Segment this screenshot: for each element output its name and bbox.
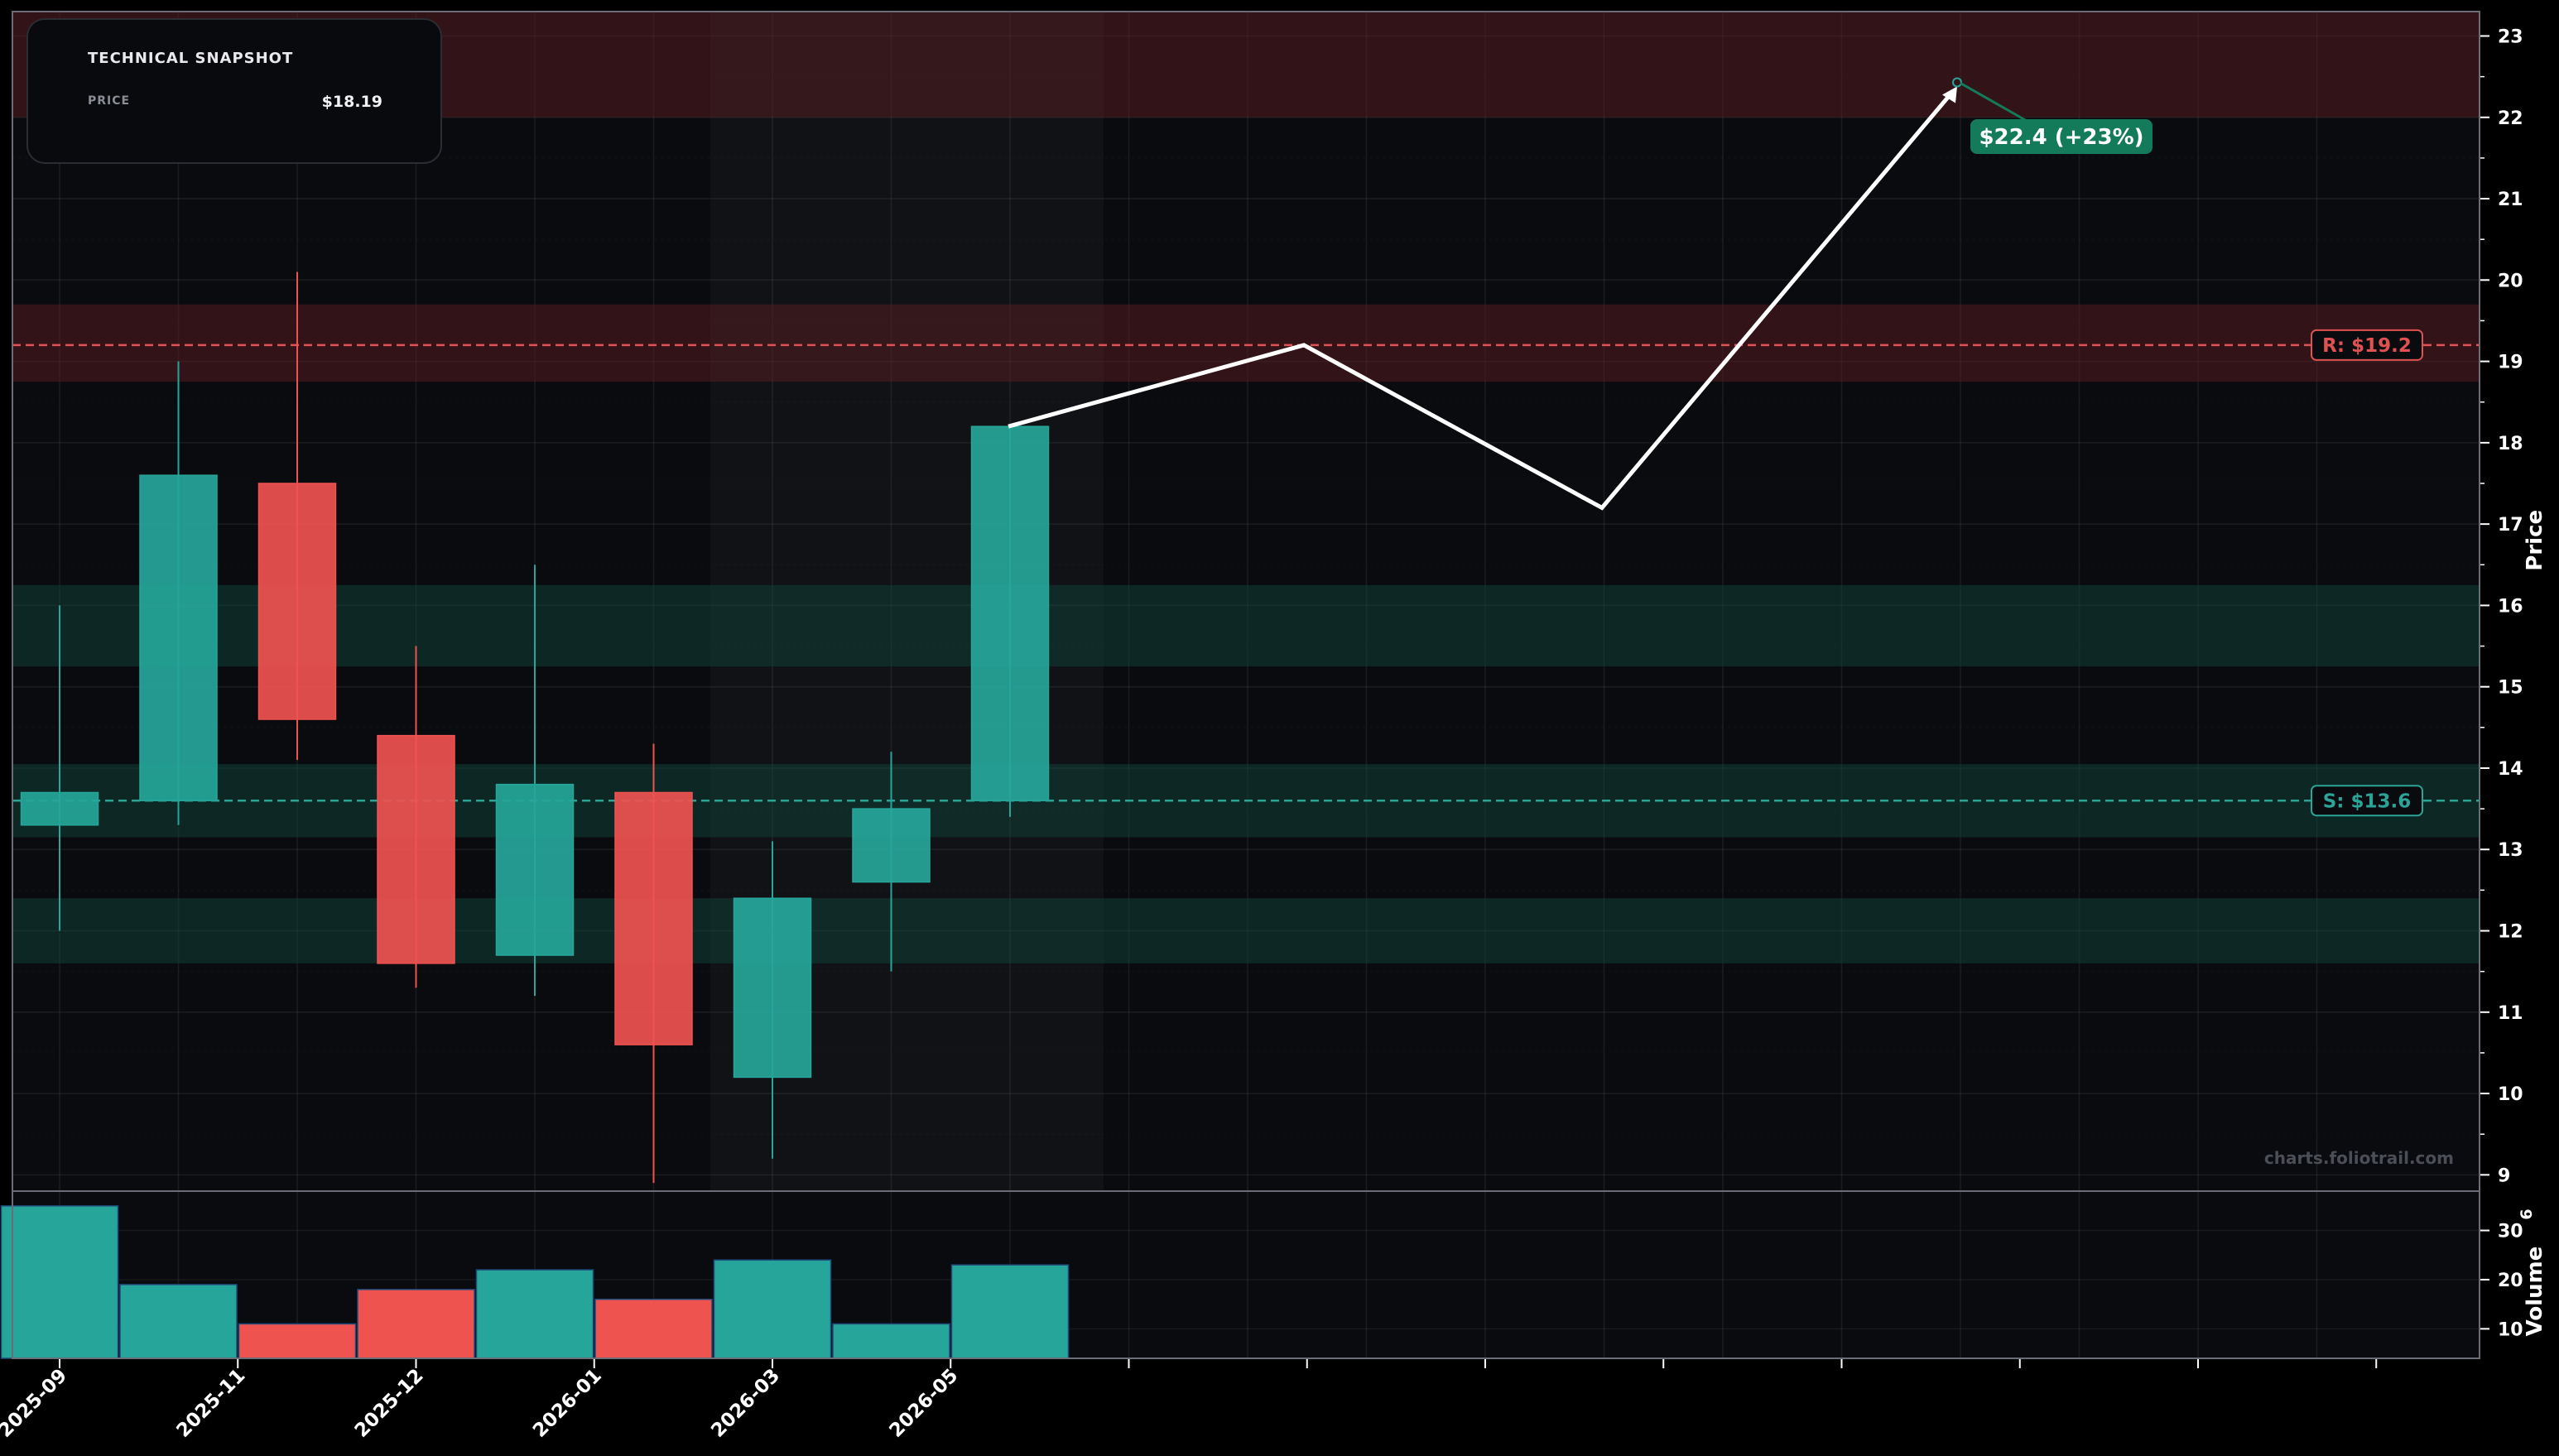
snapshot-price-label: PRICE [88, 94, 131, 108]
candle-body [139, 474, 218, 802]
volume-bar [357, 1289, 475, 1359]
target-label: $22.4 (+23%) [1979, 125, 2143, 150]
technical-snapshot-panel: TECHNICAL SNAPSHOT PRICE $18.19 [26, 18, 442, 164]
volume-bars [0, 1205, 1070, 1359]
volume-panel-frame [12, 1190, 2480, 1359]
price-tick-label: 12 [2498, 922, 2523, 943]
projection-arrowhead [1942, 86, 1957, 103]
volume-bar [950, 1264, 1070, 1359]
price-tick-label: 18 [2498, 434, 2523, 454]
volume-tick-label: 20 [2498, 1271, 2523, 1291]
snapshot-price-value: $18.19 [321, 93, 382, 111]
candles [20, 271, 1050, 1184]
volume-bar [0, 1205, 119, 1359]
support-label: S: $13.6 [2323, 790, 2412, 812]
projection-line [1008, 90, 1954, 511]
volume-bar [713, 1259, 832, 1359]
price-tick-label: 16 [2498, 596, 2523, 617]
volume-axis-exponent: 6 [2518, 1209, 2536, 1219]
price-tick-label: 15 [2498, 678, 2523, 699]
price-tick-label: 17 [2498, 515, 2523, 536]
price-tick-label: 14 [2498, 759, 2523, 780]
candle-body [377, 734, 455, 964]
volume-bar [119, 1284, 238, 1359]
resistance-label-box [2311, 329, 2423, 361]
candle-body [852, 808, 931, 883]
support-zone [12, 584, 2480, 667]
target-connector [1960, 82, 2033, 126]
snapshot-title: TECHNICAL SNAPSHOT [88, 50, 294, 67]
price-tick-label: 21 [2498, 190, 2523, 210]
volume-tick-label: 10 [2498, 1319, 2523, 1340]
price-tick-label: 9 [2498, 1165, 2510, 1186]
price-tick-label: 11 [2498, 1003, 2523, 1024]
price-tick-label: 19 [2498, 353, 2523, 373]
candle-body [733, 897, 812, 1079]
volume-bar [238, 1323, 357, 1359]
projection: $22.4 (+23%) [1008, 77, 2153, 511]
candle-body [257, 483, 337, 720]
volume-bar [475, 1269, 594, 1359]
volume-axis-label: Volume [2523, 1247, 2547, 1337]
candle-body [495, 783, 575, 956]
price-panel-background [12, 12, 2480, 1191]
target-badge [1970, 119, 2153, 154]
price-axis-label: Price [2523, 510, 2547, 571]
price-tick-label: 22 [2498, 108, 2523, 129]
price-tick-label: 13 [2498, 840, 2523, 861]
price-tick-label: 10 [2498, 1084, 2523, 1105]
price-tick-label: 20 [2498, 271, 2523, 291]
volume-bar [594, 1298, 713, 1359]
volume-bar [832, 1323, 950, 1359]
candle-body [970, 425, 1050, 802]
candle-body [614, 791, 693, 1045]
resistance-zone [12, 304, 2480, 382]
candle-body [20, 791, 99, 826]
price-tick-label: 23 [2498, 26, 2523, 47]
resistance-label: R: $19.2 [2322, 335, 2412, 357]
support-label-box [2311, 785, 2423, 817]
volume-tick-label: 30 [2498, 1222, 2523, 1242]
watermark: charts.foliotrail.com [2264, 1148, 2454, 1168]
